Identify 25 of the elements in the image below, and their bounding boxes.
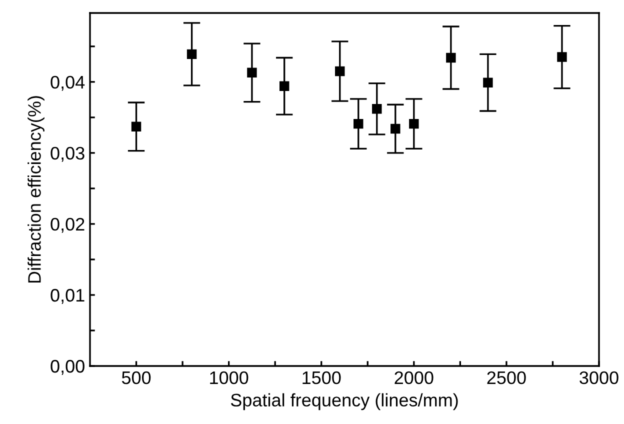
point [186,49,197,60]
y-tick-label: 0,01 [50,288,84,304]
point [247,68,257,78]
point [557,52,567,62]
point [335,66,345,76]
x-tick-label: 500 [122,371,151,384]
point [279,81,290,92]
x-tick-label: 1500 [302,371,341,384]
y-tick-label: 0,04 [50,76,85,91]
point [372,104,382,114]
point [131,122,142,132]
x-axis-title: Spatial frequency (lines/mm) [230,393,458,410]
y-tick-label: 0,03 [50,146,84,162]
point [390,124,400,134]
point [354,118,364,129]
x-tick-label: 2500 [487,371,526,384]
y-axis-title: Diffraction efficiency(%) [28,96,44,283]
point [446,52,456,63]
x-tick-label: 1000 [210,371,248,384]
x-tick-label: 3000 [580,371,618,384]
x-tick-label: 2000 [394,371,434,384]
point [409,118,419,129]
y-tick-label: 0,00 [50,360,84,375]
y-tick-label: 0,02 [50,218,84,233]
point [483,78,493,88]
